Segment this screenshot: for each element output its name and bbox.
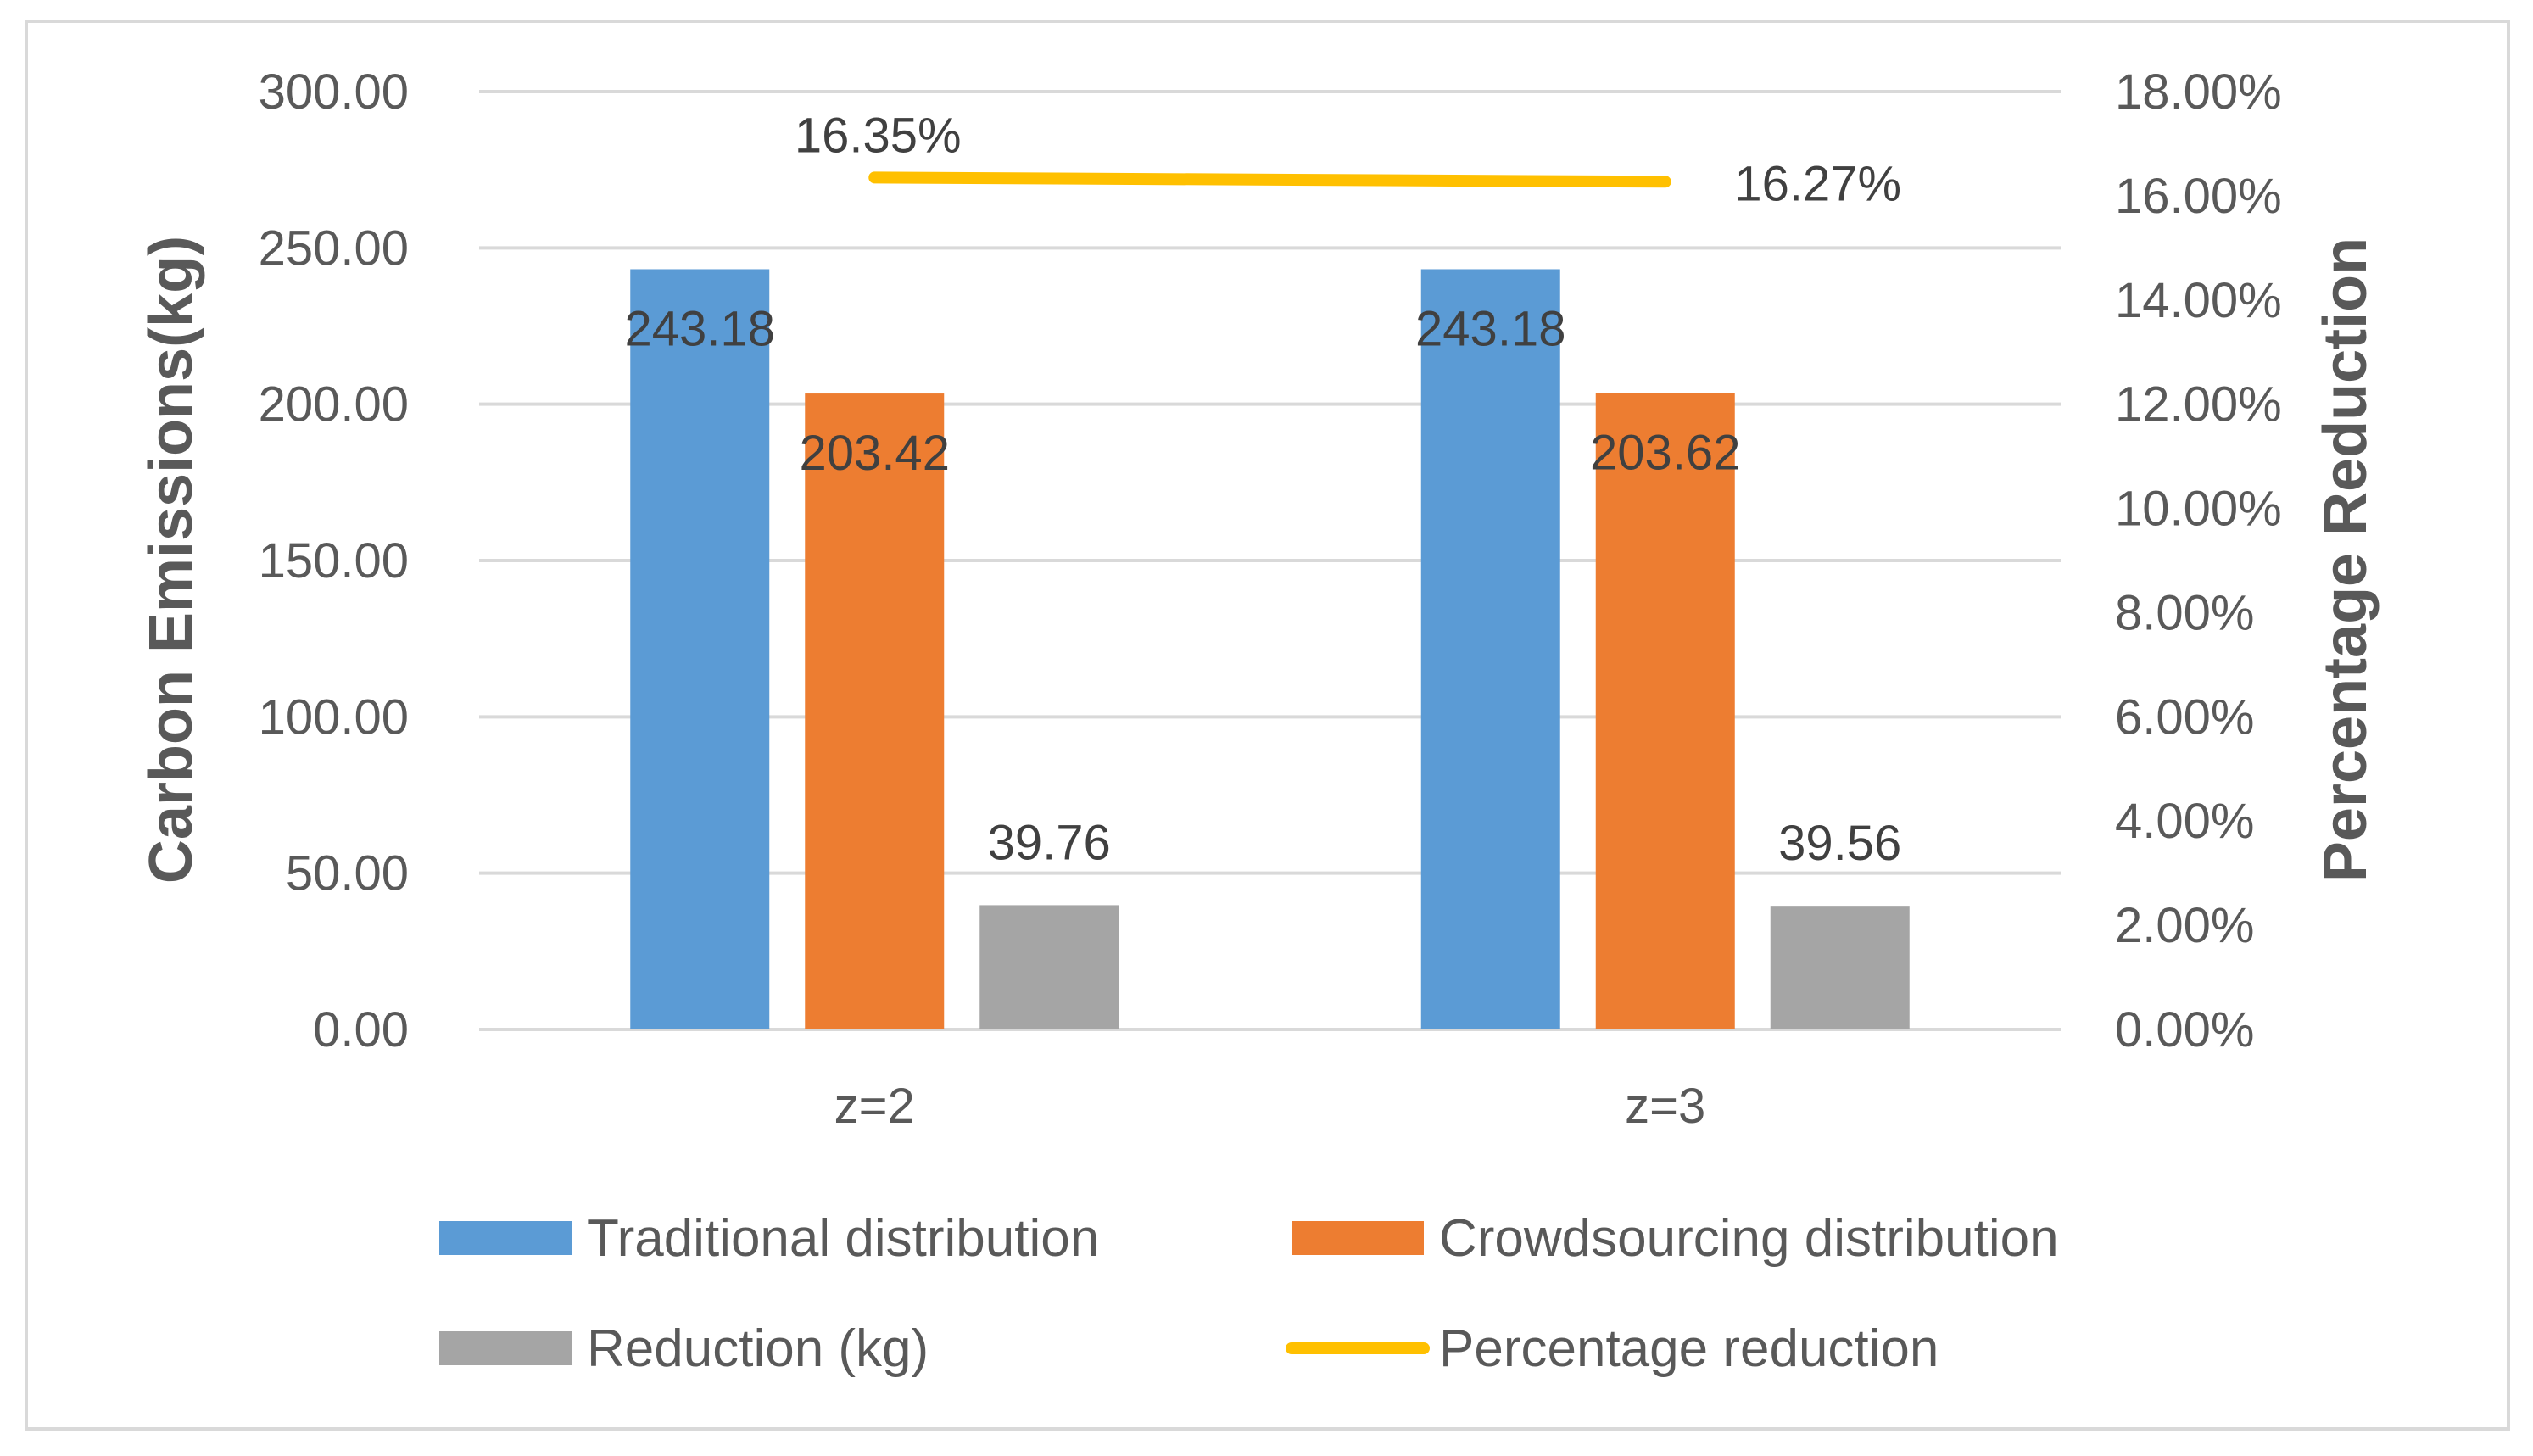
- bar: [979, 905, 1119, 1029]
- chart-frame: [25, 20, 2510, 1431]
- y2-axis-title: Percentage Reduction: [2312, 237, 2380, 882]
- legend-swatch: [1292, 1221, 1424, 1255]
- category-label: z=2: [834, 1079, 915, 1134]
- category-label: z=3: [1625, 1079, 1705, 1134]
- y2-tick-label: 6.00%: [2115, 689, 2254, 745]
- bar: [1595, 393, 1735, 1029]
- bar-data-label: 203.42: [800, 426, 950, 481]
- legend-label: Percentage reduction: [1439, 1319, 1939, 1378]
- line-data-label: 16.27%: [1734, 156, 1901, 211]
- bar-data-label: 39.56: [1778, 816, 1901, 871]
- bar-data-label: 243.18: [625, 301, 775, 356]
- y2-tick-label: 14.00%: [2115, 273, 2282, 328]
- y-axis-title: Carbon Emissions(kg): [137, 236, 205, 884]
- y2-tick-label: 16.00%: [2115, 169, 2282, 224]
- y2-tick-label: 10.00%: [2115, 482, 2282, 537]
- bar: [805, 393, 945, 1030]
- bar-data-label: 39.76: [988, 815, 1111, 870]
- y-tick-label: 300.00: [259, 64, 409, 120]
- y-tick-label: 100.00: [259, 689, 409, 745]
- legend: Traditional distribution Crowdsourcing di…: [439, 1209, 2059, 1378]
- data-labels: 243.18 203.42 39.76 243.18 203.62 39.56 16.35%…: [625, 108, 1902, 871]
- y-tick-label: 250.00: [259, 220, 409, 276]
- legend-label: Reduction (kg): [587, 1319, 929, 1378]
- bar: [1420, 269, 1560, 1029]
- y2-tick-label: 2.00%: [2115, 898, 2254, 953]
- percentage-line: [868, 171, 1671, 188]
- y-tick-label: 150.00: [259, 533, 409, 589]
- y2-tick-label: 0.00%: [2115, 1002, 2254, 1057]
- bar: [630, 269, 770, 1029]
- legend-label: Crowdsourcing distribution: [1439, 1209, 2059, 1268]
- axes: Carbon Emissions(kg) Percentage Reductio…: [137, 64, 2380, 1134]
- bars: [630, 269, 1910, 1030]
- y2-tick-label: 4.00%: [2115, 794, 2254, 849]
- legend-label: Traditional distribution: [587, 1209, 1099, 1268]
- y-tick-label: 50.00: [286, 846, 409, 901]
- bar-data-label: 203.62: [1590, 425, 1740, 480]
- y-tick-label: 200.00: [259, 377, 409, 432]
- line-series: [868, 171, 1671, 188]
- line-data-label: 16.35%: [795, 108, 962, 163]
- bar-data-label: 243.18: [1415, 301, 1565, 356]
- y2-tick-label: 18.00%: [2115, 64, 2282, 120]
- bar: [1770, 906, 1910, 1029]
- y2-tick-label: 12.00%: [2115, 377, 2282, 432]
- legend-swatch: [439, 1221, 572, 1255]
- y2-tick-label: 8.00%: [2115, 585, 2254, 640]
- legend-swatch: [439, 1331, 572, 1365]
- y-tick-label: 0.00: [313, 1002, 409, 1057]
